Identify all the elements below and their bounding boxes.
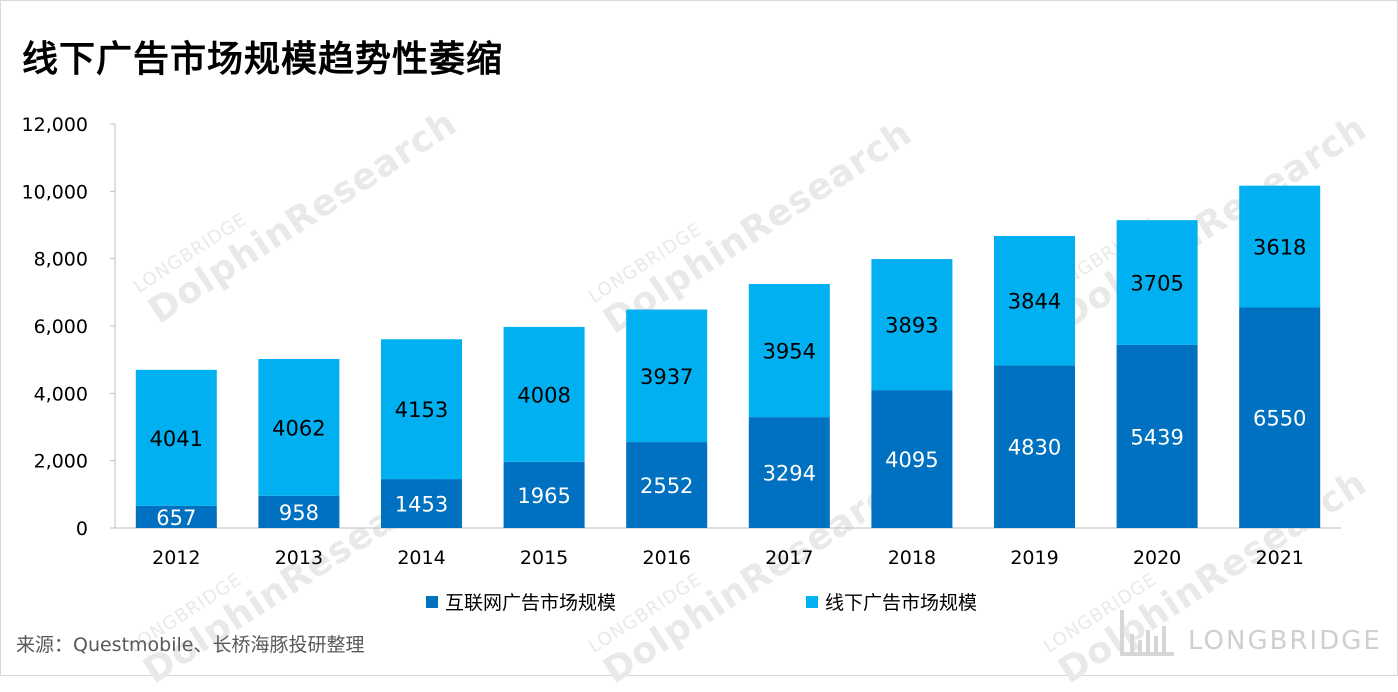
x-tick-label: 2015 <box>520 547 568 569</box>
brand-logo: LONGBRIDGE <box>1118 604 1380 664</box>
y-tick-label: 6,000 <box>34 316 88 338</box>
data-label: 3705 <box>1130 272 1183 296</box>
y-tick-label: 4,000 <box>34 383 88 405</box>
bar-segment <box>1116 344 1198 528</box>
data-label: 958 <box>279 501 319 525</box>
brand-text: LONGBRIDGE <box>1188 626 1382 656</box>
x-tick-label: 2019 <box>1010 547 1058 569</box>
x-tick-label: 2013 <box>275 547 323 569</box>
legend-swatch <box>426 595 438 608</box>
data-label: 3618 <box>1253 236 1306 260</box>
bar-segment <box>871 390 953 528</box>
bar-segment <box>1239 185 1321 308</box>
y-tick-label: 12,000 <box>22 114 88 136</box>
bar-segment <box>135 505 217 528</box>
chart-title: 线下广告市场规模趋势性萎缩 <box>22 39 504 80</box>
data-label: 4041 <box>150 427 203 451</box>
bar-segment <box>503 326 585 462</box>
source-note: 来源：Questmobile、长桥海豚投研整理 <box>16 634 365 656</box>
bar-segment <box>748 417 830 528</box>
bar-segment <box>994 235 1075 366</box>
x-tick-label: 2021 <box>1256 547 1304 569</box>
x-tick-label: 2016 <box>643 547 691 569</box>
data-label: 4095 <box>885 448 938 472</box>
bar-segment <box>381 339 462 480</box>
legend-swatch <box>806 595 818 608</box>
bar-chart: 0 2,000 4,000 6,000 8,000 10,000 12,000 657 4041… <box>22 114 1341 569</box>
bar-segment <box>871 259 953 391</box>
y-tick-label: 0 <box>76 518 88 540</box>
data-label: 657 <box>156 506 196 530</box>
data-label: 4008 <box>517 383 570 407</box>
data-label: 3294 <box>763 462 816 486</box>
bar-segment <box>258 358 340 496</box>
bar-segment <box>1239 307 1321 528</box>
bar-segment <box>135 369 217 506</box>
data-label: 6550 <box>1253 407 1306 431</box>
legend-item: 互联网广告市场规模 <box>426 588 616 615</box>
data-label: 1965 <box>517 484 570 508</box>
data-label: 3937 <box>640 365 693 389</box>
bar-segment <box>626 309 708 443</box>
x-tick-label: 2020 <box>1133 547 1181 569</box>
bar-segment <box>258 495 340 528</box>
bar-segment <box>994 365 1075 528</box>
bar-segment <box>748 283 830 418</box>
bar-segment <box>1116 220 1198 345</box>
bar-segment <box>381 479 462 528</box>
legend-item: 线下广告市场规模 <box>806 588 977 615</box>
x-tick-label: 2012 <box>152 547 200 569</box>
data-label: 3954 <box>763 340 816 364</box>
data-label: 3893 <box>885 314 938 338</box>
y-tick-label: 2,000 <box>34 451 88 473</box>
longbridge-logo-icon <box>1120 610 1174 656</box>
bar-segment <box>503 461 585 528</box>
data-label: 4062 <box>272 416 325 440</box>
data-label: 4830 <box>1008 436 1061 460</box>
legend-label: 互联网广告市场规模 <box>445 592 617 614</box>
y-tick-label: 8,000 <box>34 249 88 271</box>
x-tick-label: 2017 <box>765 547 813 569</box>
data-label: 4153 <box>395 398 448 422</box>
y-tick-label: 10,000 <box>22 181 88 203</box>
legend: 互联网广告市场规模 线下广告市场规模 <box>0 588 1398 614</box>
data-label: 3844 <box>1008 290 1061 314</box>
x-tick-label: 2018 <box>888 547 936 569</box>
data-label: 2552 <box>640 474 693 498</box>
x-tick-label: 2014 <box>397 547 445 569</box>
data-label: 1453 <box>395 493 448 517</box>
legend-label: 线下广告市场规模 <box>825 592 978 614</box>
bar-segment <box>626 442 708 528</box>
data-label: 5439 <box>1130 425 1183 449</box>
